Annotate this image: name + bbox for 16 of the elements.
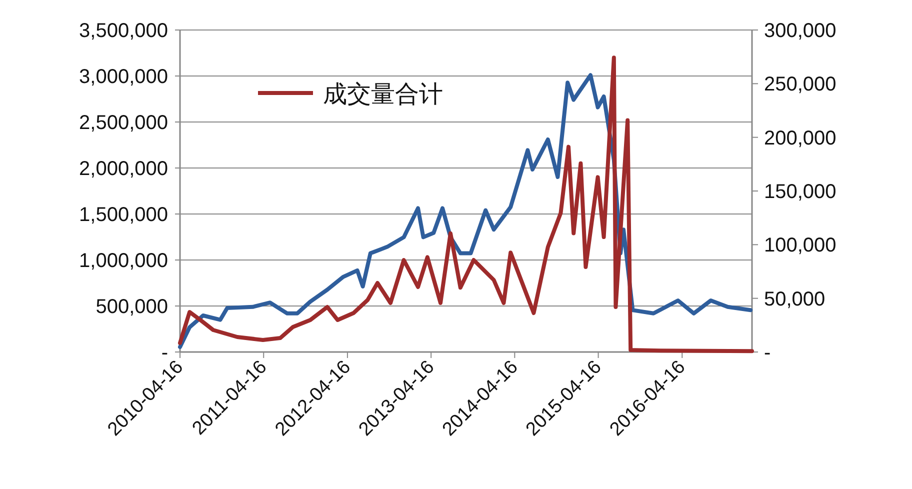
y2-tick-label: 250,000	[764, 74, 836, 96]
y2-tick-label: 300,000	[764, 20, 836, 42]
y-tick-label: 2,000,000	[79, 158, 168, 180]
y2-tick-label: -	[764, 342, 771, 364]
y-tick-label: 1,500,000	[79, 204, 168, 226]
y-tick-label: -	[161, 342, 168, 364]
y-tick-label: 1,000,000	[79, 250, 168, 272]
legend-label: 成交量合计	[323, 80, 443, 108]
y-tick-label: 3,500,000	[79, 20, 168, 42]
y-tick-label: 3,000,000	[79, 66, 168, 88]
y2-tick-label: 100,000	[764, 234, 836, 257]
y-tick-label: 500,000	[96, 296, 168, 318]
y2-tick-label: 150,000	[764, 181, 836, 203]
y-tick-label: 2,500,000	[79, 112, 168, 134]
y2-tick-label: 200,000	[764, 127, 836, 150]
y2-tick-label: 50,000	[764, 288, 826, 310]
